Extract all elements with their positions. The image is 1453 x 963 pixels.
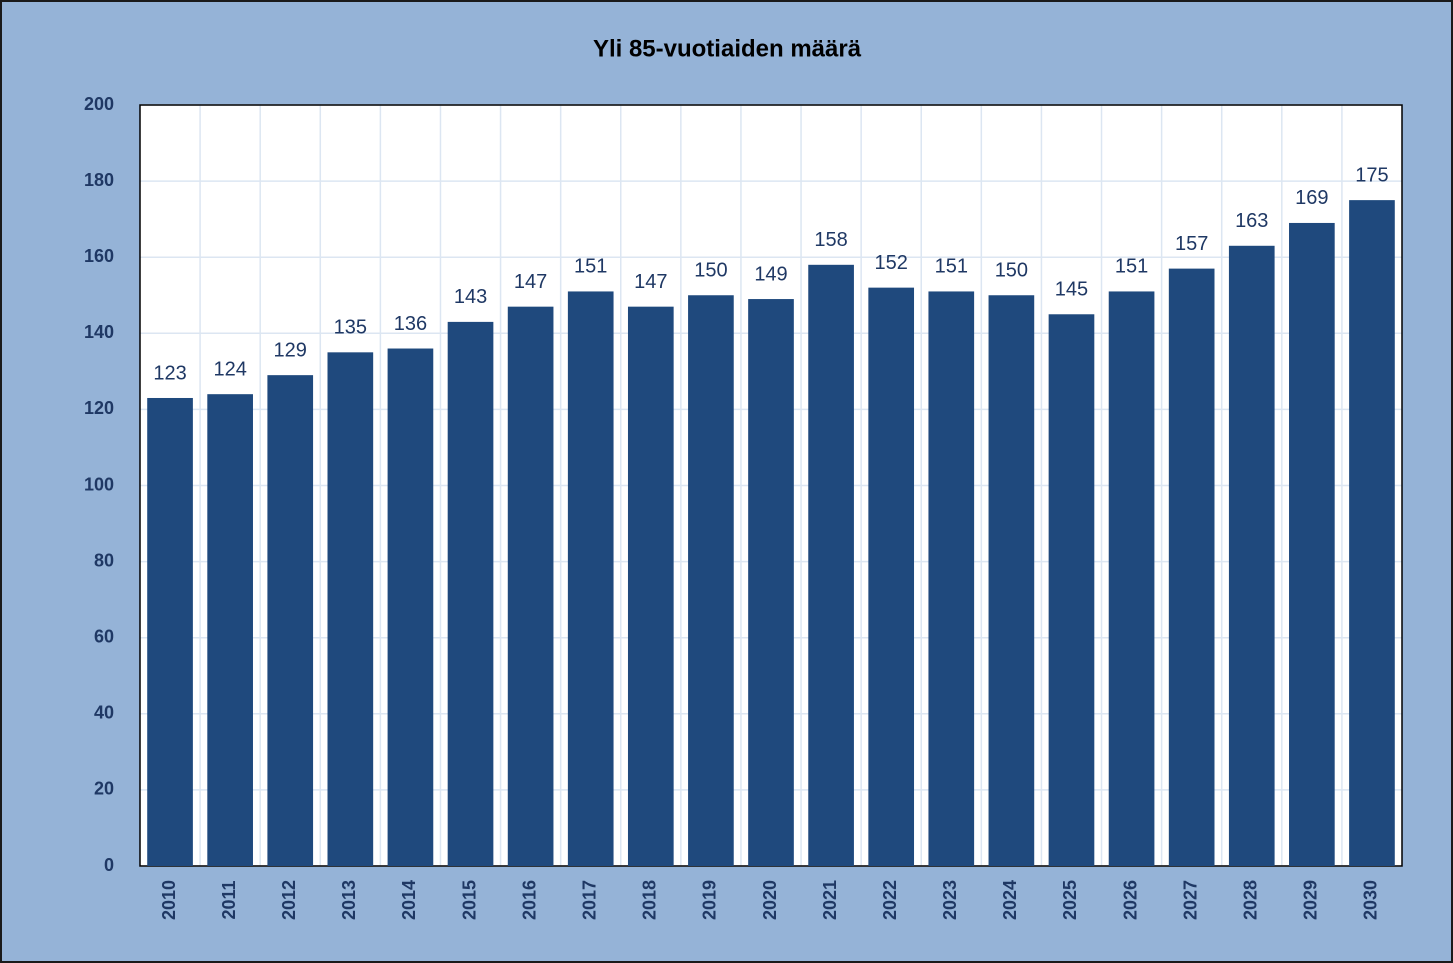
bar (1108, 291, 1155, 866)
x-tick-label: 2012 (279, 880, 299, 920)
data-label: 143 (454, 286, 487, 308)
x-tick-label: 2017 (579, 880, 599, 920)
bar (928, 291, 975, 866)
x-tick-label: 2016 (519, 880, 539, 920)
data-label: 136 (394, 313, 427, 335)
data-label: 152 (875, 252, 908, 274)
y-tick-label: 0 (104, 855, 114, 875)
chart-title: Yli 85-vuotiaiden määrä (593, 35, 862, 62)
bar (507, 306, 554, 866)
bar (808, 264, 854, 866)
data-label: 158 (814, 229, 847, 251)
x-tick-label: 2019 (700, 880, 720, 920)
data-label: 145 (1055, 279, 1088, 301)
data-label: 175 (1355, 164, 1388, 186)
bar (207, 394, 253, 866)
y-tick-label: 160 (84, 246, 114, 266)
bar (748, 299, 794, 866)
x-tick-label: 2028 (1241, 880, 1261, 920)
bar (147, 397, 193, 866)
data-label: 135 (334, 317, 367, 339)
x-tick-label: 2014 (399, 880, 419, 920)
y-tick-label: 140 (84, 322, 114, 342)
x-tick-label: 2026 (1120, 880, 1140, 920)
x-tick-label: 2011 (219, 880, 239, 919)
data-label: 149 (754, 263, 787, 285)
bar (447, 321, 494, 866)
y-tick-label: 120 (84, 398, 114, 418)
y-tick-label: 100 (84, 474, 114, 494)
x-tick-label: 2010 (159, 880, 179, 920)
data-label: 169 (1295, 187, 1328, 209)
data-label: 129 (274, 339, 307, 361)
bar (1048, 314, 1095, 866)
data-label: 150 (995, 260, 1028, 282)
bar (387, 348, 434, 866)
y-tick-label: 180 (84, 170, 114, 190)
x-tick-label: 2021 (820, 880, 840, 920)
x-tick-label: 2023 (940, 880, 960, 920)
data-label: 163 (1235, 210, 1268, 232)
x-tick-label: 2025 (1060, 880, 1080, 920)
bar (327, 352, 374, 866)
x-tick-label: 2029 (1301, 880, 1321, 920)
x-tick-label: 2018 (640, 880, 660, 920)
x-tick-label: 2030 (1361, 880, 1381, 920)
data-label: 147 (514, 271, 547, 293)
bar (267, 375, 314, 866)
bar (567, 291, 614, 866)
y-tick-label: 40 (94, 703, 114, 723)
bar (1289, 222, 1335, 866)
bar (688, 295, 734, 866)
bar (1228, 245, 1275, 866)
data-label: 151 (935, 256, 968, 278)
data-label: 151 (1115, 256, 1148, 278)
x-tick-label: 2027 (1180, 880, 1200, 920)
data-label: 124 (213, 358, 246, 380)
data-label: 123 (153, 362, 186, 384)
y-tick-label: 20 (94, 779, 114, 799)
data-label: 150 (694, 260, 727, 282)
bar (627, 306, 674, 866)
y-tick-label: 200 (84, 94, 114, 114)
bar (988, 295, 1035, 866)
bar (1168, 268, 1215, 866)
y-tick-label: 60 (94, 626, 114, 646)
y-tick-label: 80 (94, 550, 114, 570)
data-label: 151 (574, 256, 607, 278)
bar (868, 287, 915, 866)
x-tick-label: 2013 (339, 880, 359, 920)
x-tick-label: 2024 (1000, 880, 1020, 920)
data-label: 147 (634, 271, 667, 293)
x-tick-label: 2020 (760, 880, 780, 920)
data-label: 157 (1175, 233, 1208, 255)
bar (1349, 200, 1395, 866)
x-tick-label: 2015 (459, 880, 479, 920)
x-tick-label: 2022 (880, 880, 900, 920)
